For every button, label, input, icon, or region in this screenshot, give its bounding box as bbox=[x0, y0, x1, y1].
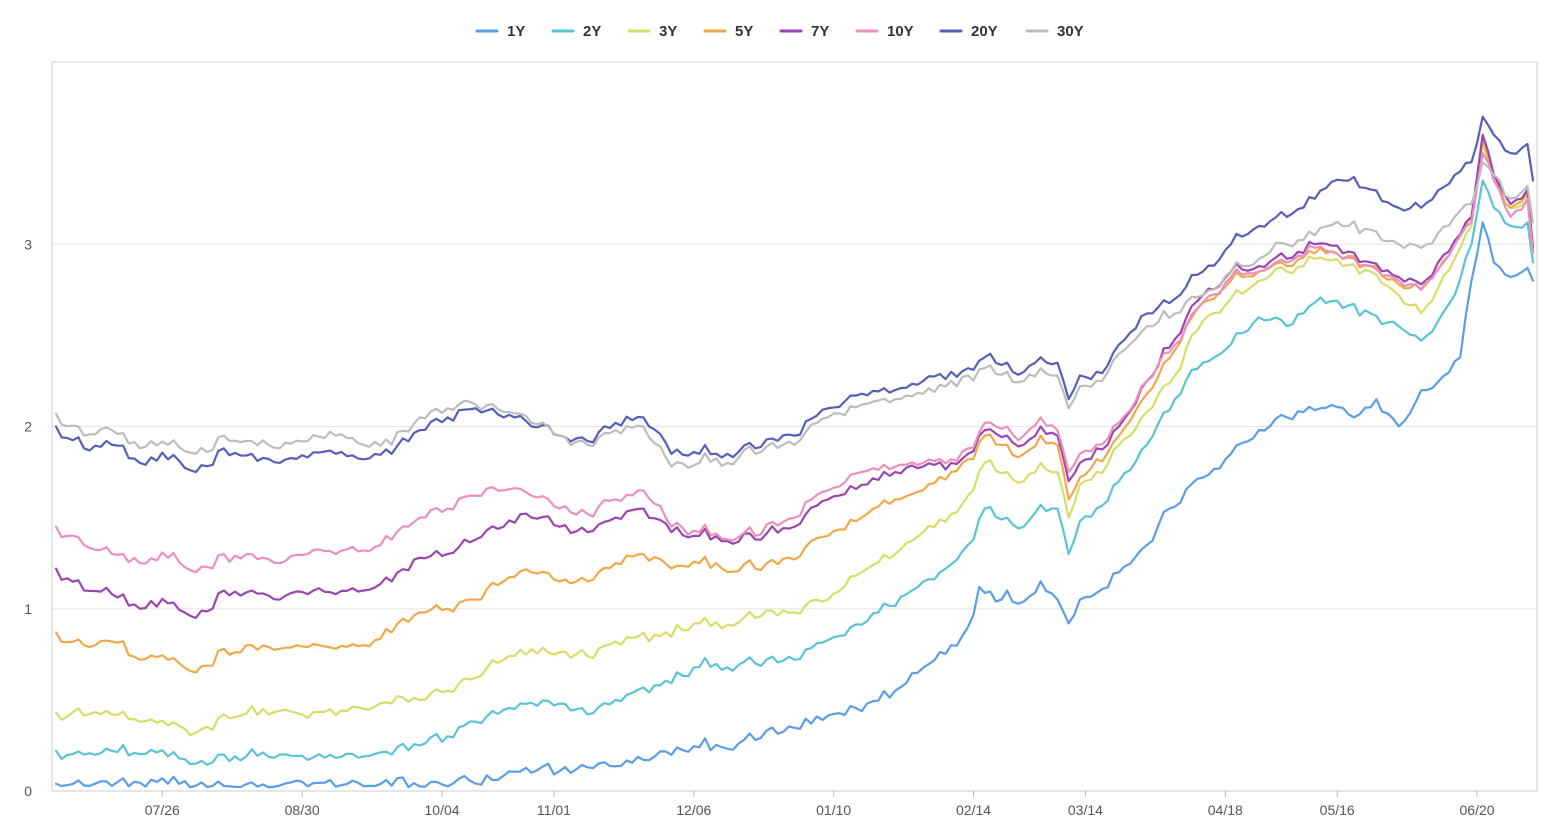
series-line-2y bbox=[54, 179, 1535, 766]
x-tick-label: 06/20 bbox=[1460, 802, 1495, 818]
legend-item-1y[interactable]: 1Y bbox=[475, 23, 525, 40]
x-tick-label: 01/10 bbox=[816, 802, 851, 818]
series-line-30y bbox=[54, 161, 1535, 469]
x-tick-label: 11/01 bbox=[537, 802, 571, 818]
legend: 1Y 2Y 3Y 5Y 7Y 10Y 20Y 30Y bbox=[475, 23, 1084, 40]
series-line-7y bbox=[54, 133, 1535, 619]
legend-label: 5Y bbox=[735, 23, 753, 40]
y-axis: 0 1 2 3 bbox=[24, 236, 32, 799]
x-tick-label: 12/06 bbox=[676, 802, 711, 818]
legend-item-10y[interactable]: 10Y bbox=[855, 23, 914, 40]
x-tick-label: 02/14 bbox=[956, 802, 991, 818]
x-axis: 07/26 08/30 10/04 11/01 12/06 01/10 02/14 03/14… bbox=[145, 791, 1495, 818]
legend-label: 3Y bbox=[659, 23, 677, 40]
x-tick-label: 04/18 bbox=[1208, 802, 1243, 818]
legend-label: 30Y bbox=[1057, 23, 1084, 40]
legend-item-20y[interactable]: 20Y bbox=[939, 23, 998, 40]
series-line-3y bbox=[54, 142, 1535, 737]
legend-label: 1Y bbox=[507, 23, 525, 40]
series-line-10y bbox=[54, 152, 1535, 574]
legend-item-2y[interactable]: 2Y bbox=[551, 23, 601, 40]
legend-label: 20Y bbox=[971, 23, 998, 40]
y-tick-label: 3 bbox=[24, 236, 32, 252]
x-tick-label: 10/04 bbox=[425, 802, 460, 818]
legend-item-30y[interactable]: 30Y bbox=[1025, 23, 1084, 40]
y-tick-label: 2 bbox=[24, 419, 32, 435]
plot-area-frame bbox=[51, 61, 1538, 792]
legend-item-3y[interactable]: 3Y bbox=[627, 23, 677, 40]
x-tick-label: 07/26 bbox=[145, 802, 180, 818]
x-tick-label: 08/30 bbox=[285, 802, 320, 818]
legend-label: 7Y bbox=[811, 23, 829, 40]
x-tick-label: 05/16 bbox=[1320, 802, 1355, 818]
legend-label: 2Y bbox=[583, 23, 601, 40]
x-tick-label: 03/14 bbox=[1068, 802, 1103, 818]
grid bbox=[52, 243, 1537, 610]
legend-item-7y[interactable]: 7Y bbox=[779, 23, 829, 40]
series-line-20y bbox=[54, 115, 1535, 474]
legend-item-5y[interactable]: 5Y bbox=[703, 23, 753, 40]
series-line-5y bbox=[54, 137, 1535, 674]
y-tick-label: 0 bbox=[24, 783, 32, 799]
series-lines bbox=[54, 115, 1535, 789]
legend-label: 10Y bbox=[887, 23, 914, 40]
y-tick-label: 1 bbox=[24, 601, 32, 617]
series-line-1y bbox=[54, 221, 1535, 789]
